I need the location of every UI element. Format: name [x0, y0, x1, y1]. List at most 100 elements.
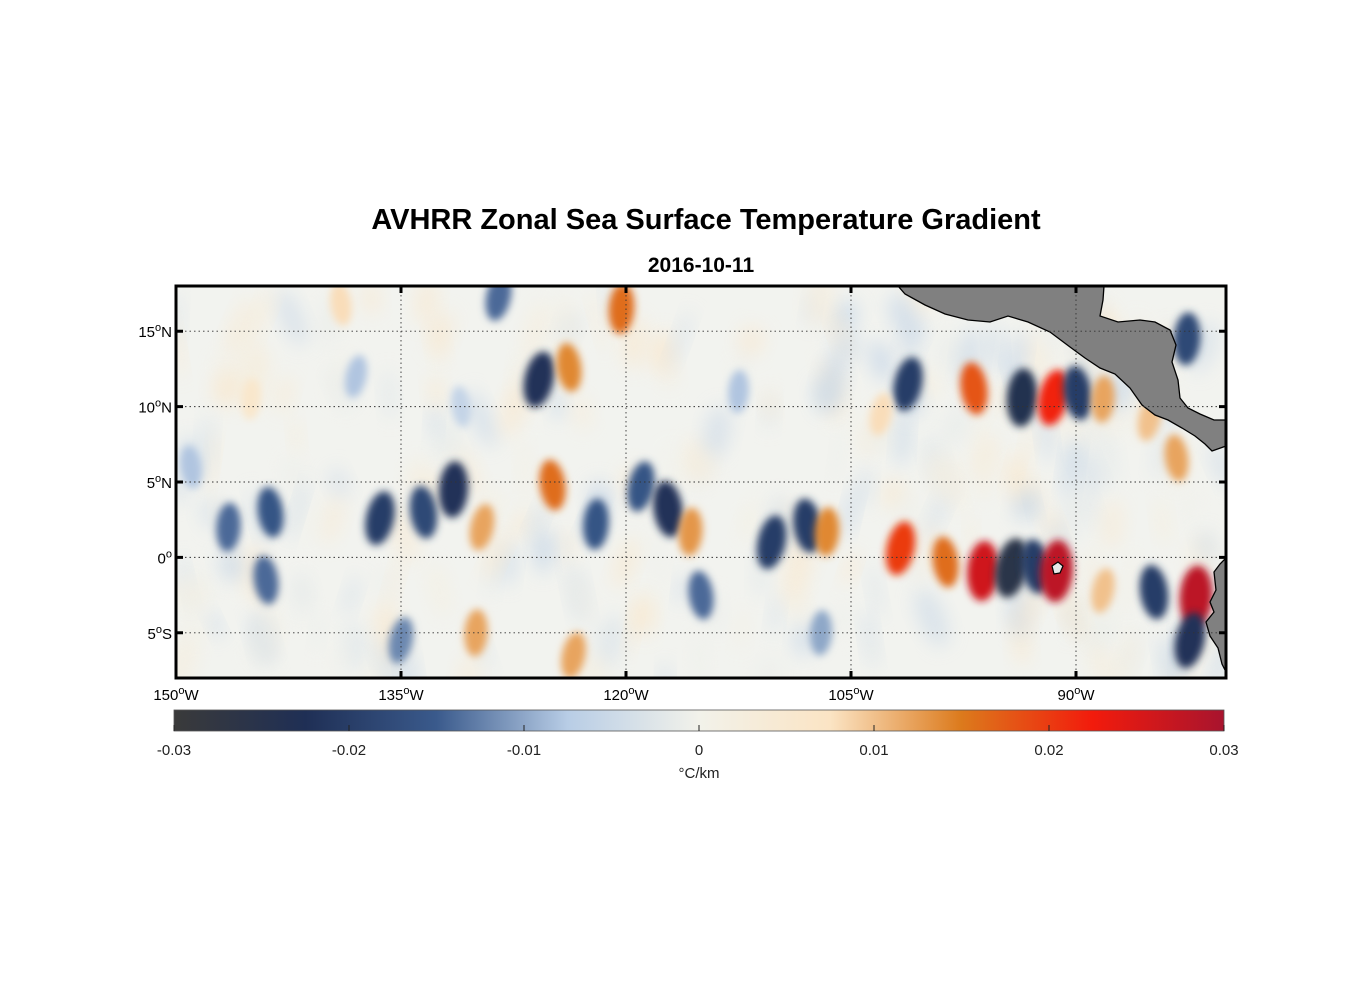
- texture-blob: [184, 613, 207, 642]
- sst-gradient-feature: [960, 362, 988, 415]
- sst-gradient-feature: [1164, 434, 1189, 482]
- texture-blob: [249, 614, 280, 666]
- lat-tick-hemisphere: S: [162, 626, 172, 643]
- texture-blob: [522, 301, 550, 363]
- sst-gradient-feature: [893, 357, 923, 411]
- sst-gradient-feature: [583, 498, 609, 550]
- texture-blob: [274, 375, 295, 415]
- texture-blob: [290, 573, 313, 610]
- land-central-america: [897, 286, 1226, 452]
- texture-blob: [763, 388, 778, 419]
- texture-blob: [842, 483, 860, 538]
- lat-tick-label: 10oN: [138, 398, 172, 417]
- texture-blob: [648, 531, 668, 588]
- lon-tick-label: 90oW: [1058, 685, 1096, 704]
- texture-blob: [457, 655, 481, 678]
- sst-gradient-feature: [869, 392, 893, 436]
- sst-gradient-feature: [1091, 375, 1115, 423]
- texture-blob: [1079, 480, 1102, 529]
- texture-blob: [206, 610, 224, 639]
- texture-blob: [987, 323, 1004, 374]
- degree-symbol: o: [178, 685, 184, 697]
- sst-gradient-feature: [241, 378, 261, 420]
- lat-tick-number: 0: [158, 550, 166, 567]
- texture-blob: [312, 613, 325, 651]
- texture-blob: [528, 501, 548, 538]
- sst-gradient-feature: [485, 286, 512, 321]
- degree-symbol: o: [403, 685, 409, 697]
- degree-symbol: o: [166, 548, 172, 560]
- texture-blob: [612, 536, 639, 589]
- degree-symbol: o: [1074, 685, 1080, 697]
- texture-blob: [812, 378, 839, 412]
- texture-blob: [965, 516, 977, 556]
- sst-gradient-feature: [627, 461, 655, 512]
- texture-blob: [1018, 585, 1043, 629]
- texture-blob: [218, 549, 245, 582]
- degree-symbol: o: [155, 322, 161, 334]
- texture-blob: [427, 374, 446, 411]
- texture-blob: [1154, 498, 1171, 547]
- texture-blob: [554, 296, 579, 349]
- texture-blob: [1012, 491, 1037, 522]
- lat-tick-label: 5oS: [148, 624, 172, 643]
- sst-gradient-feature: [885, 521, 916, 576]
- sst-gradient-feature: [1038, 369, 1069, 426]
- texture-blob: [588, 291, 609, 353]
- land-south-america: [1205, 557, 1226, 673]
- land-galapagos: [1051, 561, 1064, 575]
- texture-blob: [690, 627, 710, 678]
- texture-blob: [899, 319, 925, 360]
- degree-symbol: o: [628, 685, 634, 697]
- texture-blob: [1209, 444, 1226, 488]
- texture-blob: [832, 331, 861, 363]
- texture-blob: [916, 521, 932, 580]
- texture-blob: [595, 614, 625, 670]
- texture-blob: [894, 410, 911, 466]
- sst-gradient-feature: [469, 503, 495, 551]
- lon-tick-number: 120: [603, 687, 628, 704]
- texture-blob: [831, 426, 845, 485]
- texture-blob: [532, 533, 552, 575]
- sst-gradient-feature: [464, 609, 488, 657]
- texture-blob: [668, 310, 693, 369]
- lat-tick-label: 15oN: [138, 322, 172, 341]
- sst-feature-layer: [180, 286, 1213, 678]
- lat-tick-label: 5oN: [147, 473, 172, 492]
- axis-ticks: [174, 286, 1226, 678]
- texture-blob: [867, 563, 884, 619]
- sst-gradient-feature: [1139, 564, 1169, 620]
- texture-blob: [737, 325, 765, 356]
- texture-blob: [374, 635, 402, 678]
- lon-tick-hemisphere: W: [184, 687, 199, 704]
- sst-gradient-feature: [994, 538, 1029, 598]
- texture-blob: [1177, 487, 1203, 524]
- texture-blob: [465, 390, 498, 447]
- texture-blob: [567, 571, 594, 623]
- texture-blob: [975, 451, 999, 503]
- texture-blob: [1083, 405, 1105, 446]
- texture-blob: [290, 417, 303, 456]
- lat-tick-label: 0o: [158, 548, 172, 567]
- texture-blob: [650, 330, 673, 373]
- texture-blob: [381, 368, 397, 421]
- texture-blob: [211, 373, 240, 408]
- land-layer: [897, 286, 1226, 673]
- sst-gradient-feature: [814, 507, 840, 557]
- texture-blob: [330, 641, 348, 673]
- texture-blob: [429, 310, 455, 355]
- texture-blob: [558, 533, 570, 576]
- colorbar-tick-label: 0.01: [859, 742, 888, 759]
- texture-blob: [249, 288, 275, 341]
- sst-gradient-feature: [932, 536, 959, 588]
- degree-symbol: o: [155, 398, 161, 410]
- lon-tick-label: 105oW: [828, 685, 874, 704]
- texture-blob: [970, 385, 999, 442]
- sst-gradient-feature: [1174, 612, 1206, 669]
- degree-symbol: o: [853, 685, 859, 697]
- sst-gradient-feature: [561, 632, 586, 678]
- sst-gradient-feature: [1006, 368, 1038, 427]
- lat-tick-number: 10: [138, 400, 155, 417]
- lon-tick-hemisphere: W: [1080, 687, 1095, 704]
